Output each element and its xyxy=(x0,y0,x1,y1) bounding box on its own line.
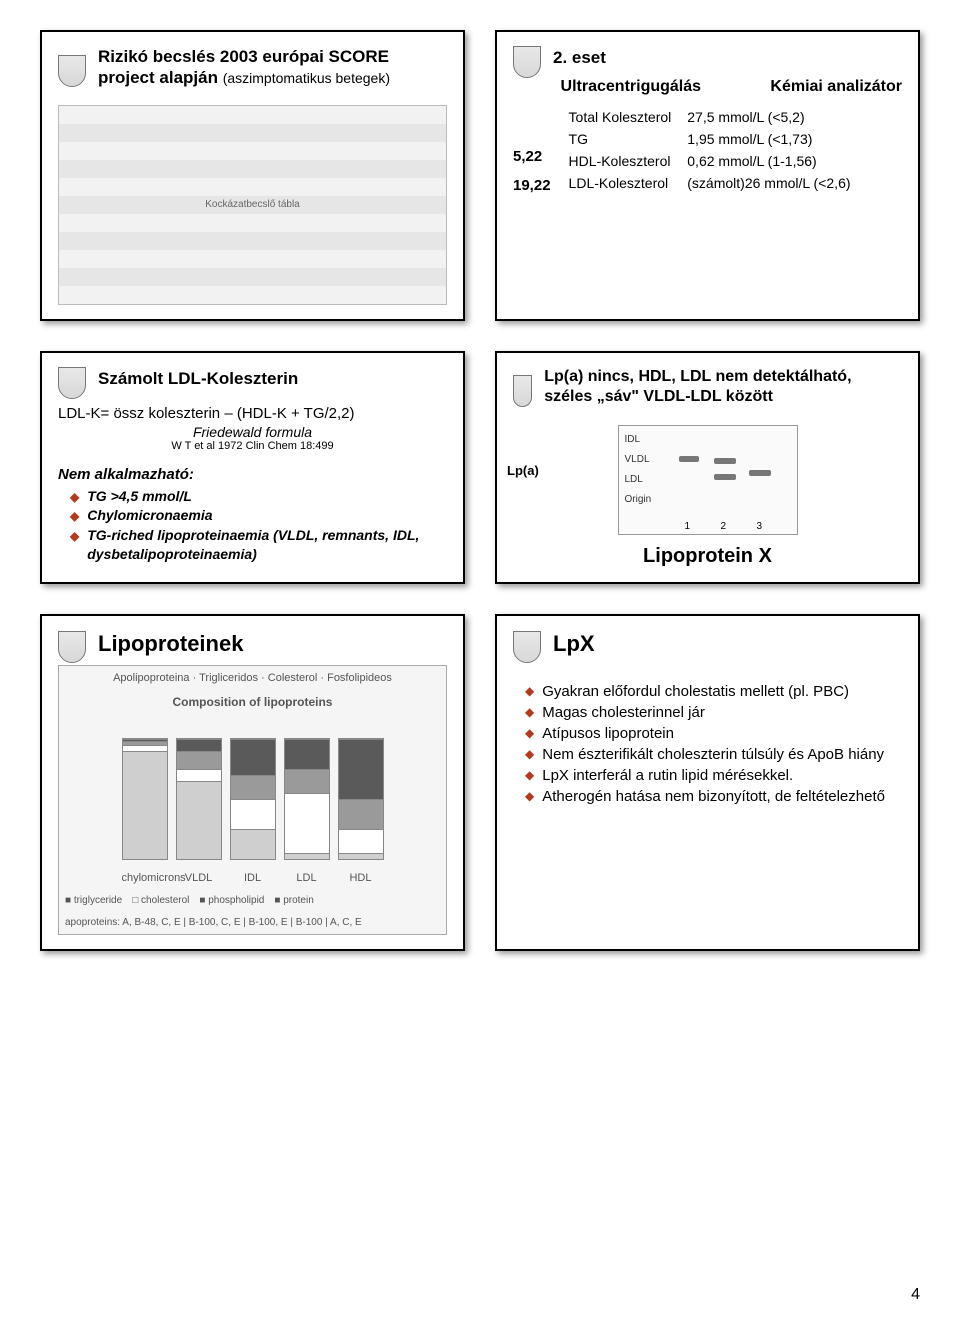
gel-row-0: IDL xyxy=(625,434,641,445)
panel4-title-row: Lp(a) nincs, HDL, LDL nem detektálható, … xyxy=(513,367,902,415)
crest-icon xyxy=(58,367,86,399)
gel-num-1: 2 xyxy=(721,521,727,532)
legend-1: cholesterol xyxy=(141,895,189,906)
diagram-label-1: Trigliceridos xyxy=(199,672,258,684)
na-item-1: Chylomicronaemia xyxy=(70,506,447,526)
panel5-title: Lipoproteinek xyxy=(98,630,243,658)
apo-4: A, C, E xyxy=(330,917,362,928)
friedewald-formula: LDL-K= össz koleszterin – (HDL-K + TG/2,… xyxy=(58,405,447,422)
panel2-title: 2. eset xyxy=(553,47,606,68)
crest-icon xyxy=(513,631,541,663)
diagram-label-3: Fosfolipideos xyxy=(327,672,392,684)
crest-icon xyxy=(58,55,86,87)
legend-2: phospholipid xyxy=(208,895,264,906)
lpx-list: Gyakran előfordul cholestatis mellett (p… xyxy=(525,681,902,807)
panel-lipoproteins: Lipoproteinek Apolipoproteina · Triglice… xyxy=(40,614,465,952)
lipoprotein-x-label: Lipoprotein X xyxy=(513,545,902,568)
panel5-title-row: Lipoproteinek xyxy=(58,630,447,666)
na-item-0: TG >4,5 mmol/L xyxy=(70,487,447,507)
composition-bar xyxy=(338,738,384,860)
formula-sub: Friedewald formula xyxy=(58,424,447,440)
composition-bar xyxy=(284,738,330,860)
panel6-title-row: LpX xyxy=(513,630,902,666)
panel-case2: 2. eset 5,22 19,22 Ultracentrigugálás Ké… xyxy=(495,30,920,321)
diagram-label-0: Apolipoproteina xyxy=(113,672,189,684)
composition-bar xyxy=(176,738,222,860)
crest-icon xyxy=(513,46,541,78)
panel1-title-sub: (aszimptomatikus betegek) xyxy=(223,70,390,86)
apo-1: B-100, C, E xyxy=(189,917,241,928)
composition-col-names: chylomicrons VLDL IDL LDL HDL xyxy=(65,872,440,884)
score-risk-chart: Kockázatbecslő tábla xyxy=(58,105,447,305)
row0-name: Total Koleszterol xyxy=(561,106,680,128)
legend-0: triglyceride xyxy=(74,895,122,906)
lpx-item-4: LpX interferál a rutin lipid mérésekkel. xyxy=(525,765,902,786)
panel1-title-line2: project alapján xyxy=(98,68,223,87)
composition-bars xyxy=(65,720,440,860)
lab-results-table: Total Koleszterol 27,5 mmol/L (<5,2) TG … xyxy=(561,106,859,194)
lpx-item-1: Magas cholesterinnel jár xyxy=(525,702,902,723)
apo-2: B-100, E xyxy=(249,917,288,928)
apo-3: B-100 xyxy=(296,917,323,928)
lipoprotein-composition-figure: Apolipoproteina · Trigliceridos · Colest… xyxy=(58,665,447,935)
row0-val: 27,5 mmol/L (<5,2) xyxy=(679,106,858,128)
composition-col-name: LDL xyxy=(284,872,330,884)
apo-0: A, B-48, C, E xyxy=(122,917,180,928)
gel-row-3: Origin xyxy=(625,494,652,505)
lpx-item-3: Nem észterifikált choleszterin túlsúly é… xyxy=(525,744,902,765)
panel1-title-row: Rizikó becslés 2003 európai SCORE projec… xyxy=(58,46,447,97)
row3-name: LDL-Koleszterol xyxy=(561,172,680,194)
diagram-label-2: Colesterol xyxy=(268,672,318,684)
sideval-0: 5,22 xyxy=(513,148,551,165)
page-number: 4 xyxy=(911,1286,920,1304)
panel2-head-left: Ultracentrigugálás xyxy=(561,78,701,96)
panel2-head-right: Kémiai analizátor xyxy=(770,78,902,96)
lpx-item-5: Atherogén hatása nem bizonyított, de fel… xyxy=(525,786,902,807)
panel-lpx: LpX Gyakran előfordul cholestatis mellet… xyxy=(495,614,920,952)
lpx-item-0: Gyakran előfordul cholestatis mellett (p… xyxy=(525,681,902,702)
formula-cite: W T et al 1972 Clin Chem 18:499 xyxy=(58,440,447,452)
gel-row-1: VLDL xyxy=(625,454,650,465)
gel-electrophoresis: IDL VLDL LDL Origin 1 2 3 xyxy=(618,425,798,535)
panel-ldl-calc: Számolt LDL-Koleszterin LDL-K= össz kole… xyxy=(40,351,465,584)
composition-col-name: chylomicrons xyxy=(122,872,168,884)
row2-name: HDL-Koleszterol xyxy=(561,150,680,172)
panel1-title-line1: Rizikó becslés 2003 európai SCORE xyxy=(98,47,389,66)
row2-val: 0,62 mmol/L (1-1,56) xyxy=(679,150,858,172)
lpx-item-2: Atípusos lipoprotein xyxy=(525,723,902,744)
panel6-title: LpX xyxy=(553,630,595,658)
crest-icon xyxy=(513,375,532,407)
slide-grid: Rizikó becslés 2003 európai SCORE projec… xyxy=(40,30,920,951)
row1-name: TG xyxy=(561,128,680,150)
gel-num-0: 1 xyxy=(685,521,691,532)
panel4-text: Lp(a) nincs, HDL, LDL nem detektálható, … xyxy=(544,367,902,407)
sideval-1: 19,22 xyxy=(513,177,551,194)
gel-row-2: LDL xyxy=(625,474,643,485)
panel3-title-row: Számolt LDL-Koleszterin xyxy=(58,367,447,399)
panel-score: Rizikó becslés 2003 európai SCORE projec… xyxy=(40,30,465,321)
panel1-title: Rizikó becslés 2003 európai SCORE projec… xyxy=(98,46,390,89)
crest-icon xyxy=(58,631,86,663)
composition-bar xyxy=(122,738,168,860)
not-applicable-list: TG >4,5 mmol/L Chylomicronaemia TG-riche… xyxy=(70,487,447,565)
panel2-title-row: 2. eset xyxy=(513,46,902,78)
chart-caption: Kockázatbecslő tábla xyxy=(205,199,300,210)
legend-3: protein xyxy=(283,895,314,906)
composition-bar xyxy=(230,738,276,860)
not-applicable-head: Nem alkalmazható: xyxy=(58,466,447,483)
panel-lpa-gel: Lp(a) nincs, HDL, LDL nem detektálható, … xyxy=(495,351,920,584)
na-item-2: TG-riched lipoproteinaemia (VLDL, remnan… xyxy=(70,526,447,565)
row3-val: (számolt)26 mmol/L (<2,6) xyxy=(679,172,858,194)
lpa-side-label: Lp(a) xyxy=(507,463,539,478)
apoproteins-row-label: apoproteins xyxy=(65,917,117,928)
panel3-title: Számolt LDL-Koleszterin xyxy=(98,368,298,389)
composition-col-name: HDL xyxy=(338,872,384,884)
comp-title: Composition of lipoproteins xyxy=(65,695,440,709)
composition-col-name: IDL xyxy=(230,872,276,884)
panel2-sidecol: 5,22 19,22 xyxy=(513,78,551,194)
gel-num-2: 3 xyxy=(757,521,763,532)
row1-val: 1,95 mmol/L (<1,73) xyxy=(679,128,858,150)
composition-col-name: VLDL xyxy=(176,872,222,884)
